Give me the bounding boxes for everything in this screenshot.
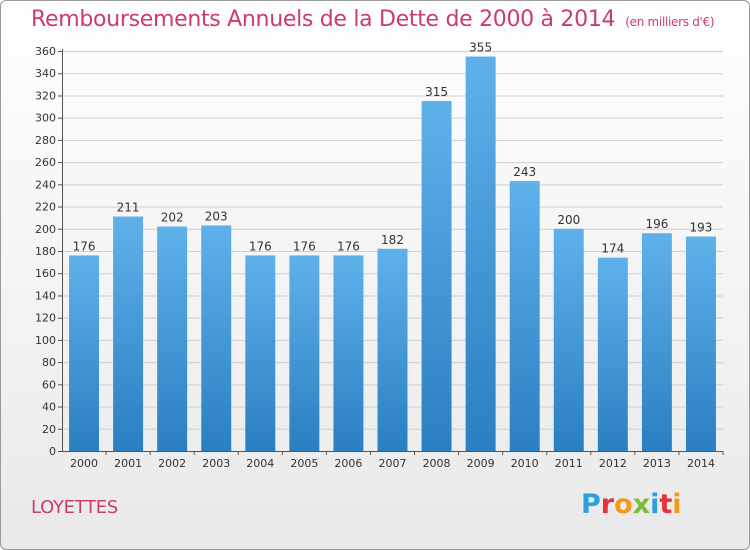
value-label: 174 — [601, 242, 624, 256]
proxiti-logo: Proxiti — [581, 489, 682, 520]
value-label: 176 — [337, 239, 360, 253]
x-tick-label: 2006 — [334, 457, 362, 470]
x-tick-label: 2008 — [423, 457, 451, 470]
value-label: 243 — [513, 165, 536, 179]
bar — [333, 255, 364, 451]
chart-title-text: Remboursements Annuels de la Dette de 20… — [31, 7, 616, 32]
value-label: 196 — [645, 217, 668, 231]
bar — [465, 56, 496, 452]
x-tick-label: 2002 — [158, 457, 186, 470]
x-tick-label: 2004 — [246, 457, 274, 470]
unit-note: (en milliers d'€) — [625, 15, 715, 29]
y-tick-label: 260 — [35, 156, 56, 169]
x-tick-label: 2007 — [379, 457, 407, 470]
logo-letter: r — [600, 489, 615, 520]
logo-letter: o — [614, 489, 633, 520]
bar — [113, 216, 144, 451]
y-tick-label: 280 — [35, 134, 56, 147]
y-tick-label: 0 — [49, 445, 56, 458]
y-tick-label: 240 — [35, 178, 56, 191]
x-tick-label: 2012 — [599, 457, 627, 470]
logo-letter: i — [672, 489, 682, 520]
y-tick-label: 340 — [35, 67, 56, 80]
x-tick-label: 2003 — [202, 457, 230, 470]
value-label: 176 — [249, 239, 272, 253]
bar — [157, 226, 188, 451]
y-tick-label: 220 — [35, 201, 56, 214]
bar — [509, 181, 540, 451]
y-tick-label: 300 — [35, 112, 56, 125]
x-tick-label: 2005 — [290, 457, 318, 470]
logo-letter: P — [581, 489, 601, 520]
value-label: 202 — [161, 211, 184, 225]
value-label: 355 — [469, 41, 492, 55]
bar — [685, 236, 716, 451]
logo-letter: t — [659, 489, 673, 520]
y-tick-label: 160 — [35, 267, 56, 280]
bar — [597, 257, 628, 451]
y-tick-label: 140 — [35, 289, 56, 302]
chart-title: Remboursements Annuels de la Dette de 20… — [31, 7, 715, 32]
x-tick-label: 2009 — [467, 457, 495, 470]
value-label: 176 — [293, 239, 316, 253]
y-tick-label: 120 — [35, 312, 56, 325]
bar — [245, 255, 276, 451]
x-tick-label: 2001 — [114, 457, 142, 470]
bar — [201, 225, 232, 451]
commune-name: LOYETTES — [31, 497, 119, 518]
y-tick-label: 60 — [42, 378, 56, 391]
value-label: 182 — [381, 233, 404, 247]
bar — [553, 228, 584, 451]
x-tick-label: 2013 — [643, 457, 671, 470]
logo-letter: x — [632, 489, 651, 520]
value-label: 193 — [690, 221, 713, 235]
bar — [421, 101, 452, 451]
bar — [641, 233, 672, 451]
y-tick-label: 320 — [35, 89, 56, 102]
x-tick-label: 2011 — [555, 457, 583, 470]
y-tick-label: 20 — [42, 423, 56, 436]
axes: 0 20 40 60 80 100 120 140 160 180 200 220 240 260 280 3… — [35, 45, 724, 458]
labels: 176 2000 211 2001 202 2002 203 2003 176 2004 176 20… — [70, 41, 715, 470]
bar — [69, 255, 100, 451]
x-tick-label: 2010 — [511, 457, 539, 470]
y-tick-label: 80 — [42, 356, 56, 369]
x-tick-label: 2000 — [70, 457, 98, 470]
bar — [377, 248, 408, 451]
value-label: 203 — [205, 209, 228, 223]
value-label: 200 — [557, 213, 580, 227]
y-tick-label: 360 — [35, 45, 56, 58]
bar — [289, 255, 320, 451]
value-label: 211 — [117, 201, 140, 215]
bars — [69, 56, 716, 452]
x-tick-label: 2014 — [687, 457, 715, 470]
y-tick-label: 40 — [42, 401, 56, 414]
y-tick-label: 100 — [35, 334, 56, 347]
logo-letter: i — [650, 489, 660, 520]
value-label: 315 — [425, 85, 448, 99]
y-tick-label: 200 — [35, 223, 56, 236]
y-tick-label: 180 — [35, 245, 56, 258]
value-label: 176 — [73, 239, 96, 253]
